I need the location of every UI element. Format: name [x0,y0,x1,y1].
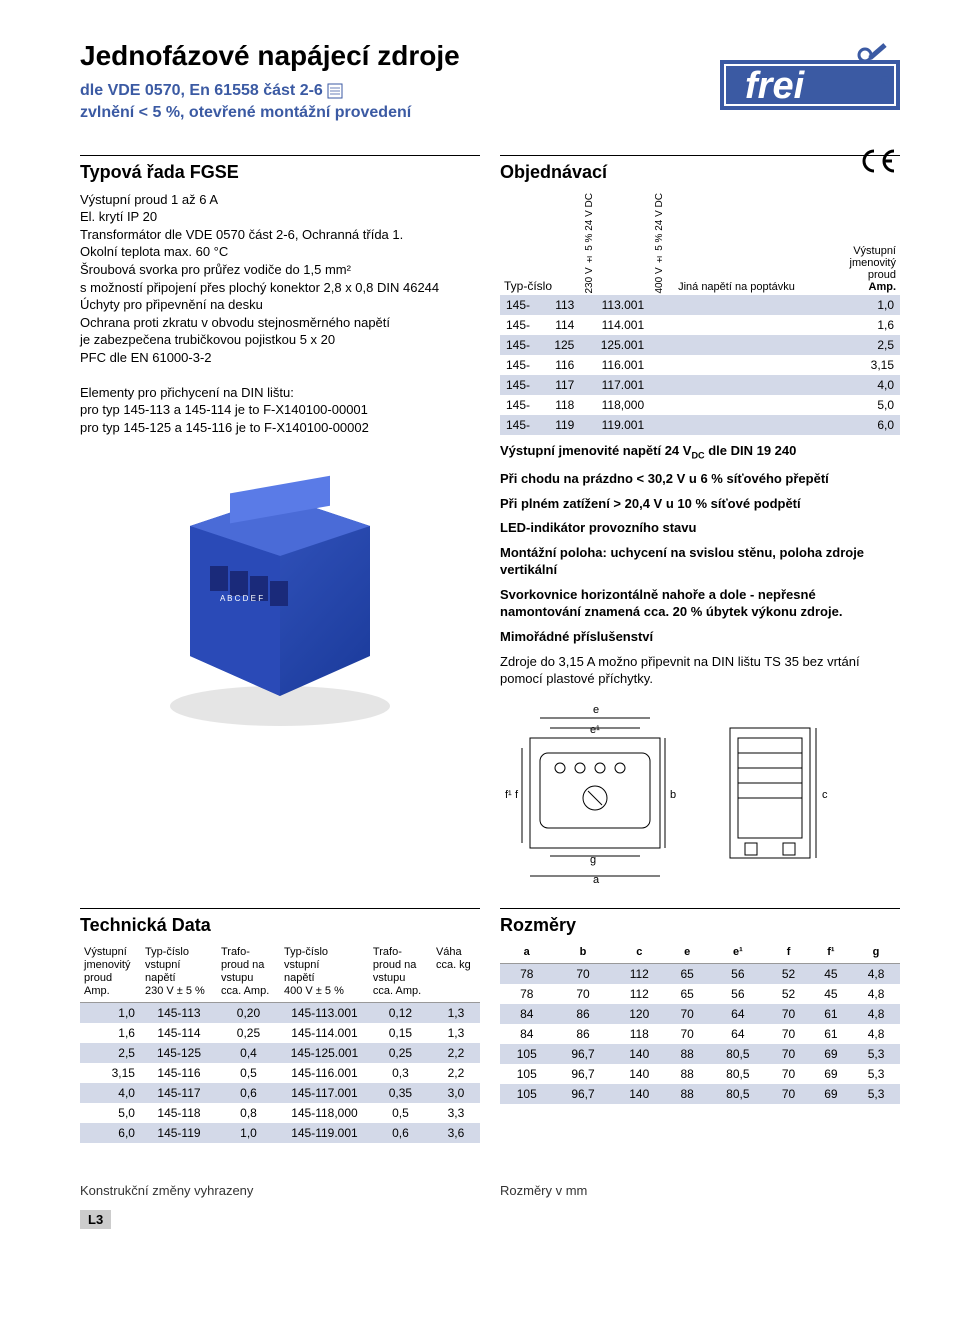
footer: Konstrukční změny vyhrazeny Rozměry v mm [80,1183,900,1198]
table-row: 1,6145-1140,25145-114.0010,151,3 [80,1023,480,1043]
company-logo: frei [720,40,900,133]
order-th-other: Jiná napětí na poptávku [674,191,831,296]
dims-th: e [666,944,708,964]
desc-line: PFC dle EN 61000-3-2 [80,349,480,367]
description-text: Výstupní proud 1 až 6 AEl. krytí IP 20Tr… [80,191,480,437]
left-column: Typová řada FGSE Výstupní proud 1 až 6 A… [80,155,480,888]
svg-text:e¹: e¹ [590,724,600,736]
table-row: 1,0145-1130,20145-113.0010,121,3 [80,1003,480,1024]
note-line: Montážní poloha: uchycení na svislou stě… [500,545,900,579]
note-line: Při plném zatížení > 20,4 V u 10 % síťov… [500,496,900,513]
table-row: 7870112655652454,8 [500,984,900,1004]
desc-line [80,366,480,384]
table-row: 145-125125.0012,5 [500,335,900,355]
left-section-title: Typová řada FGSE [80,155,480,183]
note-line: Mimořádné příslušenství [500,629,900,646]
product-photo: A B C D E F [80,456,480,739]
diagram-top: e e¹ f f¹ g b a [500,698,690,888]
order-section-title: Objednávací [500,155,900,183]
tech-th: Typ-číslovstupnínapětí230 V ± 5 % [141,944,217,1003]
standard-mark-icon [327,83,343,99]
table-row: 145-114114.0011,6 [500,315,900,335]
note-line: Při chodu na prázdno < 30,2 V u 6 % síťo… [500,471,900,488]
page-header: Jednofázové napájecí zdroje dle VDE 0570… [80,40,900,125]
order-th-400v: 400 V ± 5 % 24 V DC [650,191,674,296]
note-line: Výstupní jmenovité napětí 24 VDC dle DIN… [500,443,900,462]
desc-line: pro typ 145-113 a 145-114 je to F-X14010… [80,401,480,419]
svg-text:b: b [670,789,676,801]
desc-line: Šroubová svorka pro průřez vodiče do 1,5… [80,261,480,279]
table-row: 7870112655652454,8 [500,963,900,984]
table-row: 145-119119.0016,0 [500,415,900,435]
tech-title: Technická Data [80,908,480,936]
desc-line: Ochrana proti zkratu v obvodu stejnosměr… [80,314,480,332]
tech-th: Typ-číslovstupnínapětí400 V ± 5 % [280,944,369,1003]
order-th-amp: Výstupní jmenovitý proud Amp. [831,191,900,296]
footer-left: Konstrukční změny vyhrazeny [80,1183,480,1198]
desc-line: s možností připojení přes plochý konekto… [80,279,480,297]
dims-th: g [852,944,900,964]
tech-data-column: Technická Data VýstupníjmenovitýproudAmp… [80,908,480,1144]
dims-title: Rozměry [500,908,900,936]
table-row: 2,5145-1250,4145-125.0010,252,2 [80,1043,480,1063]
svg-text:e: e [593,704,599,716]
table-row: 6,0145-1191,0145-119.0010,63,6 [80,1123,480,1143]
note-line: Svorkovnice horizontálně nahoře a dole -… [500,587,900,621]
table-row: 8486118706470614,8 [500,1024,900,1044]
table-row: 145-117117.0014,0 [500,375,900,395]
desc-line: Okolní teplota max. 60 °C [80,243,480,261]
subtitle-line-1: dle VDE 0570, En 61558 část 2-6 [80,82,323,99]
page-number: L3 [80,1210,111,1229]
dims-column: Rozměry abcee¹ff¹g 7870112655652454,8787… [500,908,900,1144]
svg-text:f¹: f¹ [505,789,512,801]
subtitle-line-2: zvlnění < 5 %, otevřené montážní provede… [80,104,411,121]
note-line: Zdroje do 3,15 A možno připevnit na DIN … [500,654,900,688]
table-row: 3,15145-1160,5145-116.0010,32,2 [80,1063,480,1083]
dims-th: a [500,944,553,964]
table-row: 145-116116.0013,15 [500,355,900,375]
desc-line: Úchyty pro připevnění na desku [80,296,480,314]
main-columns: Typová řada FGSE Výstupní proud 1 až 6 A… [80,155,900,888]
desc-line: Elementy pro přichycení na DIN lištu: [80,384,480,402]
dims-th: b [553,944,612,964]
desc-line: Výstupní proud 1 až 6 A [80,191,480,209]
desc-line: El. krytí IP 20 [80,208,480,226]
table-row: 145-113113.0011,0 [500,295,900,315]
dims-th: e¹ [708,944,767,964]
table-row: 5,0145-1180,8145-118,0000,53,3 [80,1103,480,1123]
order-th-type: Typ-číslo [500,191,580,296]
svg-text:A B C D E F: A B C D E F [220,594,263,603]
tech-th: Trafo-proud navstupucca. Amp. [217,944,280,1003]
dimension-diagrams: e e¹ f f¹ g b a [500,698,900,888]
table-row: 10596,71408880,570695,3 [500,1044,900,1064]
order-table: Typ-číslo 230 V ± 5 % 24 V DC 400 V ± 5 … [500,191,900,436]
tech-th: Trafo-proud navstupucca. Amp. [369,944,432,1003]
note-line: LED-indikátor provozního stavu [500,520,900,537]
notes-block: Výstupní jmenovité napětí 24 VDC dle DIN… [500,443,900,687]
table-row: 8486120706470614,8 [500,1004,900,1024]
order-th-230v: 230 V ± 5 % 24 V DC [580,191,650,296]
dims-th: f¹ [810,944,852,964]
table-row: 145-118118,0005,0 [500,395,900,415]
table-row: 4,0145-1170,6145-117.0010,353,0 [80,1083,480,1103]
dims-table: abcee¹ff¹g 7870112655652454,878701126556… [500,944,900,1104]
footer-right: Rozměry v mm [500,1183,900,1198]
bottom-tables: Technická Data VýstupníjmenovitýproudAmp… [80,908,900,1144]
ce-mark-icon [860,147,900,182]
dims-th: c [613,944,666,964]
tech-th: VýstupníjmenovitýproudAmp. [80,944,141,1003]
desc-line: Transformátor dle VDE 0570 část 2-6, Och… [80,226,480,244]
diagram-side: c [710,698,840,888]
tech-th: Váhacca. kg [432,944,480,1003]
svg-text:frei: frei [745,65,806,107]
tech-table: VýstupníjmenovitýproudAmp.Typ-číslovstup… [80,944,480,1144]
dims-th: f [767,944,809,964]
desc-line: je zabezpečena trubičkovou pojistkou 5 x… [80,331,480,349]
right-column: Objednávací Typ-číslo 230 V ± 5 % 24 V D… [500,155,900,888]
svg-text:c: c [822,789,828,801]
desc-line: pro typ 145-125 a 145-116 je to F-X14010… [80,419,480,437]
svg-text:f: f [515,789,519,801]
table-row: 10596,71408880,570695,3 [500,1064,900,1084]
table-row: 10596,71408880,570695,3 [500,1084,900,1104]
